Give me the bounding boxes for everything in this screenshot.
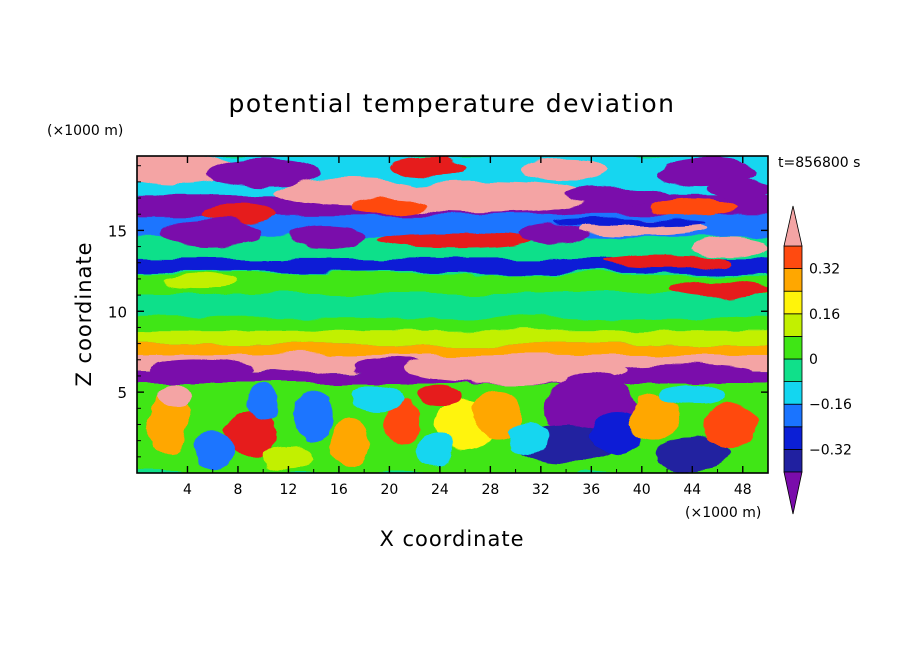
contour-blob xyxy=(515,223,592,244)
x-axis: 4 8 12 16 20 24 28 32 36 40 44 48 xyxy=(161,156,752,498)
colorbar-tick-label: −0.16 xyxy=(809,397,852,413)
contour-blob xyxy=(654,437,731,470)
contour-blob xyxy=(603,254,731,268)
contour-blob xyxy=(591,411,642,457)
colorbar-segment xyxy=(783,381,803,405)
contour-blob xyxy=(702,401,758,448)
contour-blob xyxy=(332,416,371,465)
contour-blob xyxy=(225,408,276,461)
contour-band xyxy=(137,317,768,331)
contour-blob xyxy=(288,227,365,247)
contour-blob xyxy=(157,384,193,407)
contour-blob xyxy=(667,278,768,299)
contour-blob xyxy=(384,398,420,444)
x-tick-label: 36 xyxy=(582,482,600,498)
contour-blob xyxy=(351,198,428,215)
contour-blob xyxy=(603,364,756,381)
contour-blob xyxy=(629,395,680,441)
contour-blob xyxy=(225,265,428,274)
x-tick-label: 4 xyxy=(183,482,192,498)
contour-blob xyxy=(293,390,334,443)
x-tick-label: 28 xyxy=(481,482,499,498)
plot-frame xyxy=(136,155,769,474)
colorbar-segment xyxy=(783,448,803,473)
contour-blob xyxy=(471,388,522,441)
contour-blob xyxy=(351,385,403,412)
colorbar-segment xyxy=(783,335,803,360)
x-tick-label: 44 xyxy=(683,482,701,498)
x-tick-label: 16 xyxy=(330,482,348,498)
colorbar-segment xyxy=(783,403,803,428)
contour-blob xyxy=(414,434,453,467)
colorbar-segment xyxy=(783,426,803,450)
x-tick-label: 20 xyxy=(380,482,398,498)
colorbar-segment xyxy=(783,358,803,383)
y-axis: 5 10 15 xyxy=(108,165,768,458)
contour-blob xyxy=(711,178,768,199)
contour-blob xyxy=(376,232,529,249)
contour-blob xyxy=(200,204,276,224)
contour-blob xyxy=(192,430,233,470)
contour-blob xyxy=(248,385,279,419)
chart-title: potential temperature deviation xyxy=(229,89,676,118)
contour-blob xyxy=(692,236,768,257)
contour-field xyxy=(137,156,768,473)
x-axis-title: X coordinate xyxy=(379,527,524,551)
y-unit-label: (×1000 m) xyxy=(47,123,123,139)
colorbar-min-triangle xyxy=(783,471,803,515)
x-tick-label: 48 xyxy=(734,482,752,498)
colorbar-tick-label: 0 xyxy=(809,352,818,368)
colorbar-max-triangle xyxy=(783,205,803,247)
x-tick-label: 8 xyxy=(233,482,242,498)
contour-blob xyxy=(521,159,611,182)
contour-band xyxy=(137,293,768,318)
contour-blob xyxy=(660,385,724,406)
contour-blob xyxy=(389,156,466,176)
y-tick-label: 5 xyxy=(117,384,127,402)
contour-band xyxy=(137,343,768,357)
x-unit-label: (×1000 m) xyxy=(685,505,761,521)
contour-blob xyxy=(417,385,463,406)
contour-blob xyxy=(414,265,617,274)
contour-blob xyxy=(149,359,251,380)
contour-blob xyxy=(263,443,314,470)
contour-blob xyxy=(648,198,737,218)
colorbar-segment xyxy=(783,290,803,315)
contour-blob xyxy=(250,353,352,373)
contour-blob xyxy=(206,159,320,186)
x-tick-label: 32 xyxy=(532,482,550,498)
time-label: t=856800 s xyxy=(778,155,860,171)
contour-band xyxy=(137,274,768,296)
colorbar-tick-label: 0.32 xyxy=(809,262,840,278)
colorbar: 0.32 0.16 0 −0.16 −0.32 xyxy=(783,205,852,515)
colorbar-segment xyxy=(783,313,803,337)
contour-blob xyxy=(553,219,705,226)
contour-blob xyxy=(364,331,516,343)
colorbar-tick-label: −0.32 xyxy=(809,442,852,458)
x-tick-label: 24 xyxy=(431,482,449,498)
contour-blob xyxy=(654,159,756,186)
y-axis-title: Z coordinate xyxy=(72,241,96,386)
contour-blob xyxy=(162,275,238,289)
x-tick-label: 40 xyxy=(633,482,651,498)
colorbar-segment xyxy=(783,268,803,292)
contour-blob xyxy=(162,220,264,247)
y-tick-label: 10 xyxy=(108,303,127,321)
colorbar-tick-label: 0.16 xyxy=(809,307,840,323)
contour-blob xyxy=(566,186,668,207)
contour-blob xyxy=(508,421,549,454)
y-tick-label: 15 xyxy=(108,222,127,240)
x-tick-label: 12 xyxy=(280,482,298,498)
colorbar-segment xyxy=(783,245,803,270)
